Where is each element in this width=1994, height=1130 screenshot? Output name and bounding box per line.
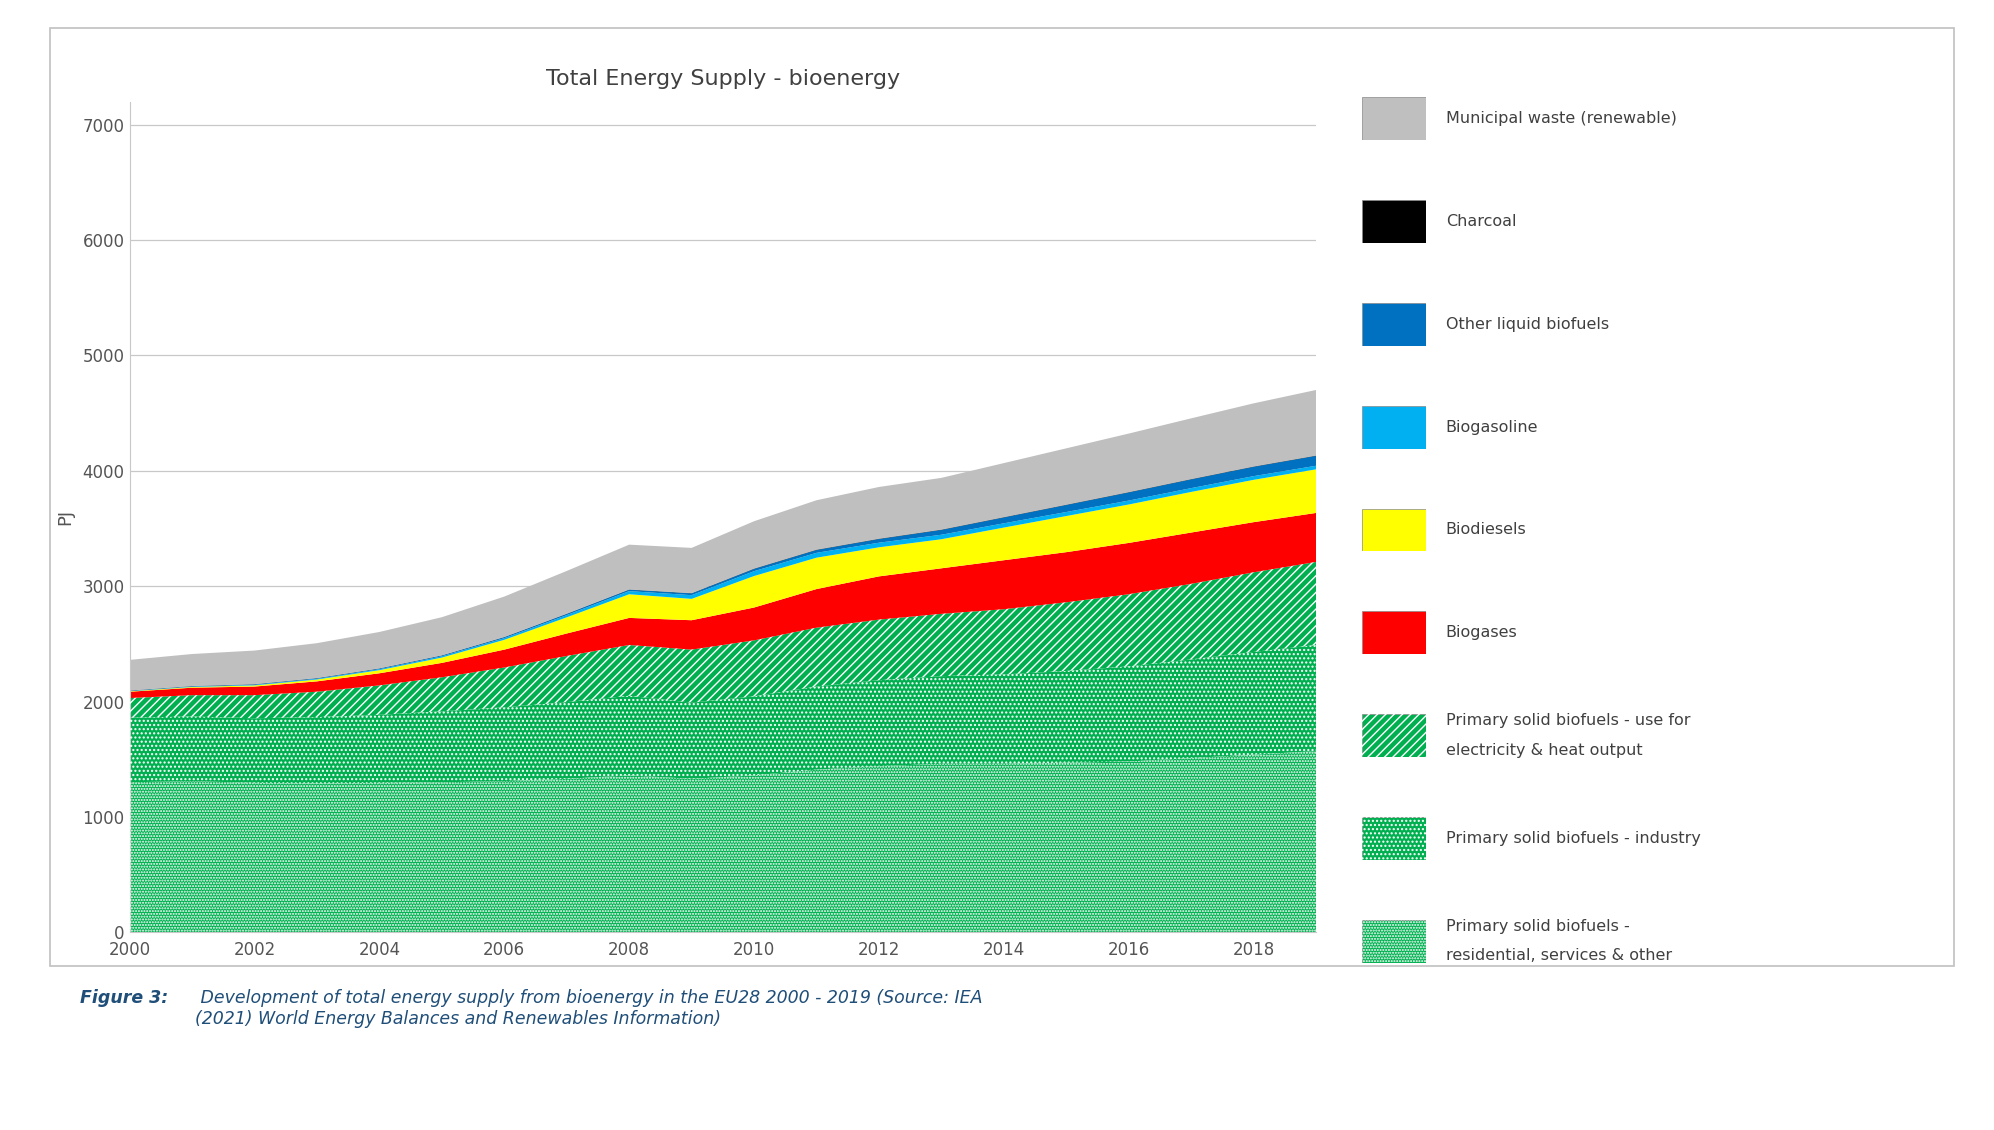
Y-axis label: PJ: PJ [56,508,74,525]
Text: electricity & heat output: electricity & heat output [1446,742,1643,758]
Text: Primary solid biofuels - use for: Primary solid biofuels - use for [1446,713,1691,729]
Text: Figure 3:: Figure 3: [80,989,167,1007]
Text: Development of total energy supply from bioenergy in the EU28 2000 - 2019 (Sourc: Development of total energy supply from … [195,989,983,1027]
Text: Charcoal: Charcoal [1446,214,1515,229]
Text: residential, services & other: residential, services & other [1446,948,1671,964]
Text: Biodiesels: Biodiesels [1446,522,1525,538]
Text: Other liquid biofuels: Other liquid biofuels [1446,316,1609,332]
Text: Biogasoline: Biogasoline [1446,419,1537,435]
Text: Biogases: Biogases [1446,625,1517,641]
Text: Municipal waste (renewable): Municipal waste (renewable) [1446,111,1677,127]
Title: Total Energy Supply - bioenergy: Total Energy Supply - bioenergy [546,69,899,89]
Text: Primary solid biofuels - industry: Primary solid biofuels - industry [1446,831,1701,846]
Text: Primary solid biofuels -: Primary solid biofuels - [1446,919,1629,935]
